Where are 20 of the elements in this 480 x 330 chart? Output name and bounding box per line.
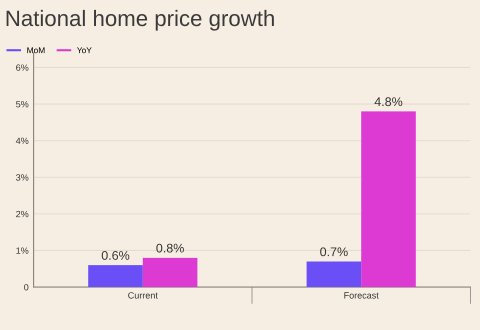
legend-label: MoM: [27, 47, 44, 54]
y-tick-label: 6%: [16, 64, 28, 71]
chart-title: National home price growth: [6, 10, 274, 31]
bar: [142, 258, 198, 288]
y-tick-label: 0: [24, 284, 28, 290]
data-label: 0.7%: [320, 247, 348, 256]
x-tick-label: Forecast: [344, 292, 379, 299]
y-tick-label: 4%: [16, 138, 28, 144]
legend-label: YoY: [77, 47, 92, 54]
data-label: 0.6%: [102, 251, 130, 260]
y-tick-label: 1%: [16, 247, 28, 254]
bar: [306, 261, 362, 288]
data-label: 4.8%: [374, 97, 402, 106]
bar: [88, 265, 143, 288]
x-tick-label: Current: [128, 292, 158, 299]
y-tick-label: 5%: [16, 101, 28, 108]
data-label: 0.8%: [156, 244, 184, 253]
y-tick-label: 3%: [16, 174, 28, 181]
bar: [361, 111, 416, 288]
y-tick-label: 2%: [16, 210, 28, 218]
